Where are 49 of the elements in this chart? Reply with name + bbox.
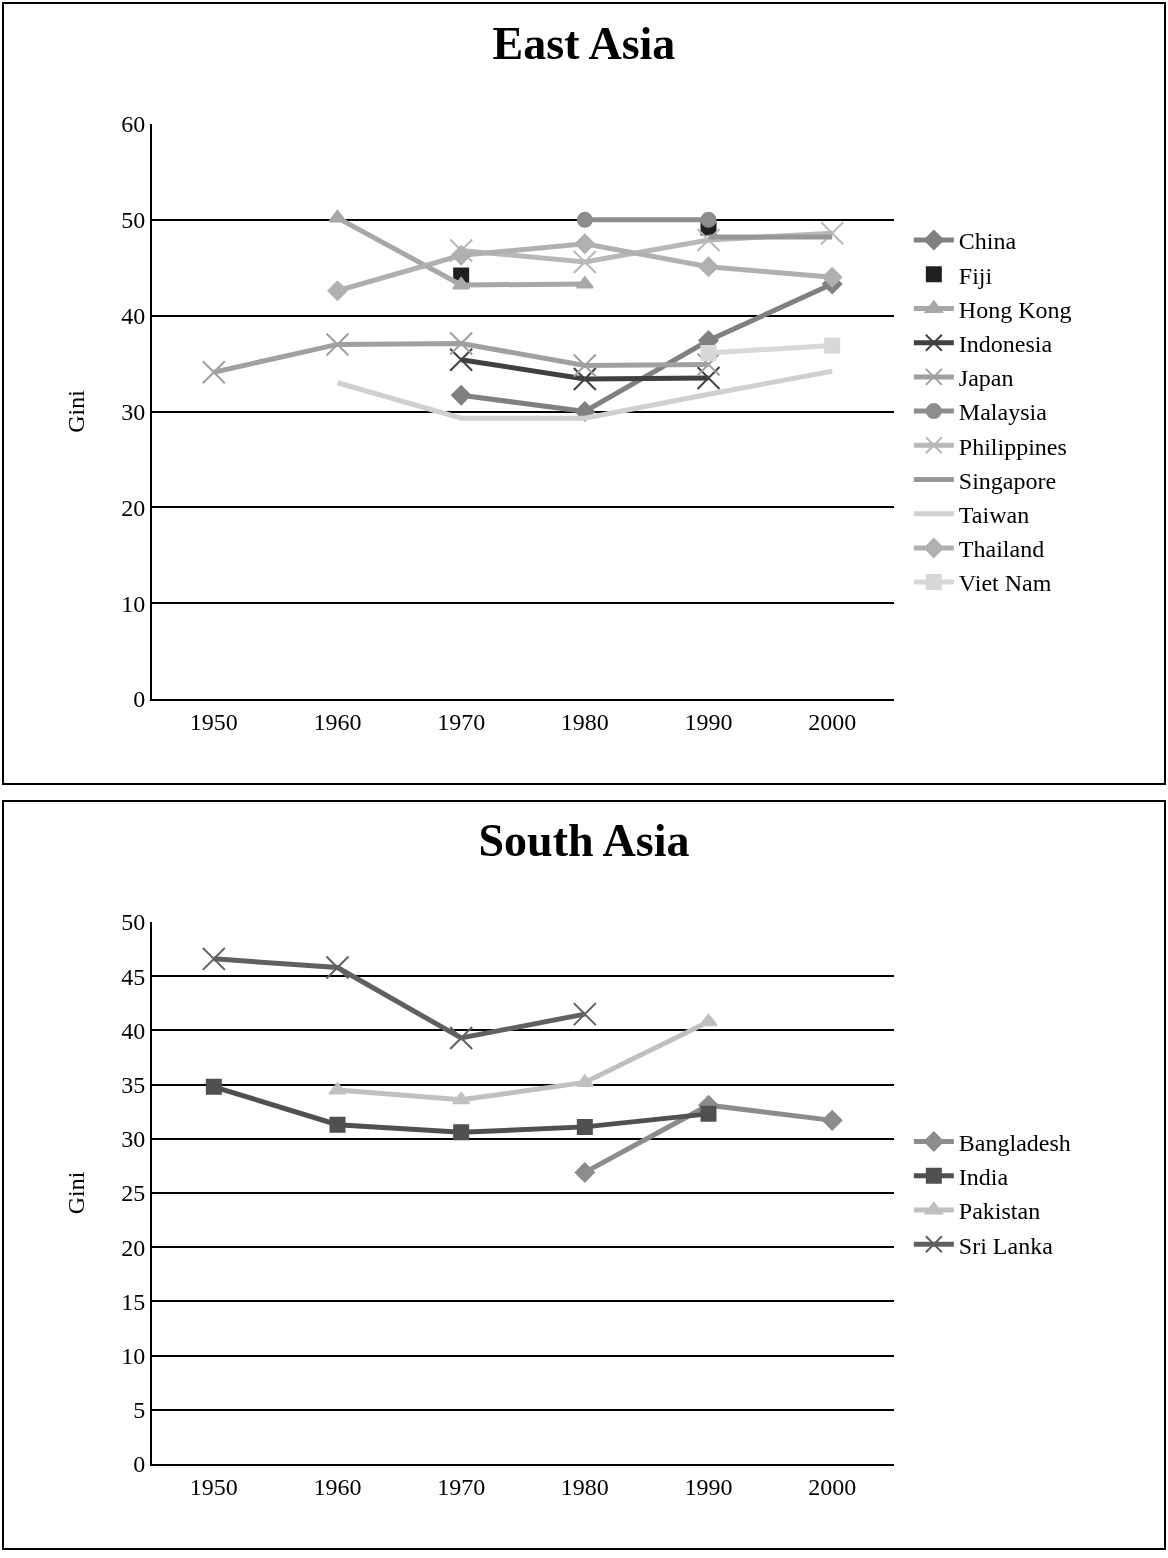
y-tick-label: 30: [121, 1126, 146, 1153]
legend-label: Hong Kong: [958, 296, 1072, 323]
y-tick-label: 25: [121, 1180, 146, 1207]
y-tick-label: 10: [121, 1343, 146, 1369]
chart-title: East Asia: [492, 18, 676, 70]
legend-label: Thailand: [958, 536, 1045, 563]
x-tick-label: 1990: [684, 708, 733, 735]
legend-label: Bangladesh: [958, 1129, 1071, 1156]
x-tick-label: 2000: [808, 708, 857, 735]
x-tick-label: 1980: [560, 708, 609, 735]
y-tick-label: 0: [133, 1451, 146, 1478]
y-tick-label: 30: [121, 398, 146, 425]
y-tick-label: 20: [121, 1234, 146, 1261]
y-tick-label: 35: [121, 1072, 146, 1098]
legend-label: Sri Lanka: [958, 1232, 1054, 1259]
chart-title: South Asia: [478, 815, 690, 867]
legend-label: Japan: [958, 365, 1014, 392]
y-tick-label: 40: [121, 1017, 146, 1044]
legend-label: Pakistan: [958, 1198, 1041, 1225]
legend-label: China: [958, 228, 1017, 255]
y-tick-label: 50: [121, 909, 146, 936]
y-tick-label: 60: [121, 111, 146, 138]
y-tick-label: 10: [121, 590, 146, 617]
x-tick-label: 2000: [808, 1473, 857, 1500]
x-tick-label: 1970: [437, 708, 486, 735]
y-tick-label: 5: [133, 1397, 146, 1424]
x-tick-label: 1950: [189, 1473, 238, 1500]
x-tick-label: 1990: [684, 1473, 733, 1500]
legend-label: Taiwan: [958, 502, 1030, 529]
y-tick-label: 40: [121, 303, 146, 330]
legend-label: Fiji: [958, 262, 993, 289]
x-tick-label: 1980: [560, 1473, 609, 1500]
y-tick-label: 20: [121, 494, 146, 521]
y-tick-label: 15: [121, 1288, 146, 1315]
y-tick-label: 0: [133, 686, 146, 713]
legend-label: Malaysia: [958, 399, 1048, 426]
y-tick-label: 45: [121, 963, 146, 990]
legend-label: Philippines: [958, 433, 1067, 460]
y-axis-title: Gini: [62, 1171, 89, 1215]
y-axis-title: Gini: [62, 389, 89, 433]
legend-label: Indonesia: [958, 331, 1053, 358]
x-tick-label: 1970: [437, 1473, 486, 1500]
legend-label: India: [958, 1164, 1009, 1191]
legend-label: Viet Nam: [958, 570, 1052, 597]
legend-label: Singapore: [958, 467, 1057, 494]
x-tick-label: 1950: [189, 708, 238, 735]
x-tick-label: 1960: [313, 1473, 362, 1500]
x-tick-label: 1960: [313, 708, 362, 735]
y-tick-label: 50: [121, 207, 146, 234]
